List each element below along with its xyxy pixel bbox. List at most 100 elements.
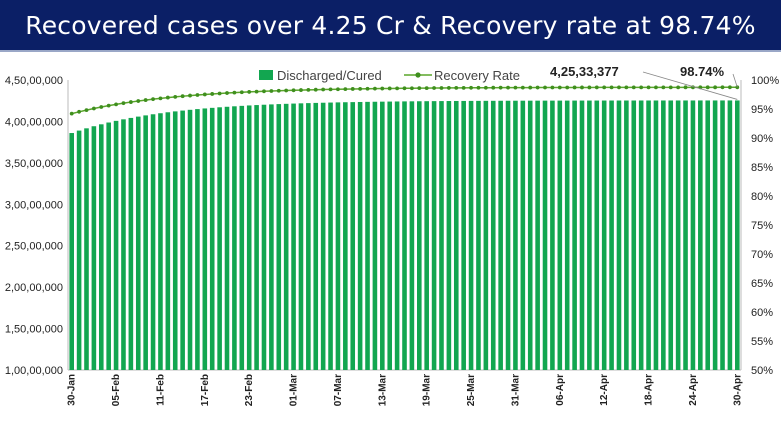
recovery-rate-point — [631, 85, 636, 90]
bar-discharged-cured — [76, 130, 82, 370]
recovery-rate-point — [84, 108, 89, 112]
x-tick-label: 19-Mar — [422, 374, 433, 406]
recovery-rate-point — [617, 85, 621, 90]
recovery-rate-point — [99, 105, 104, 109]
bar-discharged-cured — [675, 100, 681, 371]
x-tick-label: 07-Mar — [333, 374, 344, 406]
bar-discharged-cured — [476, 100, 481, 371]
bar-discharged-cured — [609, 100, 614, 370]
recovery-rate-point — [513, 85, 518, 90]
legend-swatch-marker — [415, 72, 421, 78]
bar-discharged-cured — [380, 101, 385, 371]
bar-discharged-cured — [69, 133, 74, 370]
recovery-rate-point — [587, 85, 592, 90]
bar-discharged-cured — [668, 100, 674, 370]
recovery-rate-point — [572, 85, 577, 90]
recovery-rate-point — [173, 94, 178, 99]
annotation-rate-value: 98.74% — [680, 64, 725, 79]
bar-discharged-cured — [291, 103, 296, 370]
recovery-rate-point — [136, 99, 141, 103]
recovery-rate-point — [520, 85, 525, 90]
bar-discharged-cured — [202, 108, 208, 370]
recovery-rate-point — [158, 96, 163, 101]
bar-discharged-cured — [84, 128, 89, 370]
bar-discharged-cured — [306, 103, 311, 370]
recovery-rate-point — [350, 87, 355, 91]
y-left-tick-label: 1,50,00,000 — [5, 324, 63, 336]
bar-discharged-cured — [431, 101, 437, 370]
bar-discharged-cured — [217, 107, 222, 370]
recovery-rate-point — [373, 86, 377, 91]
bar-discharged-cured — [357, 101, 363, 371]
recovery-rate-point — [121, 101, 126, 106]
bar-discharged-cured — [550, 100, 555, 370]
bar-discharged-cured — [483, 100, 489, 370]
bar-discharged-cured — [402, 101, 407, 370]
recovery-rate-point — [528, 85, 533, 90]
x-tick-label: 06-Apr — [555, 374, 566, 406]
recovery-rate-point — [254, 89, 259, 94]
x-tick-label: 17-Feb — [200, 374, 211, 406]
bar-discharged-cured — [564, 100, 570, 370]
bar-discharged-cured — [601, 100, 607, 370]
bar-discharged-cured — [394, 101, 400, 370]
bar-discharged-cured — [121, 119, 126, 370]
x-tick-label: 11-Feb — [155, 374, 166, 406]
bar-discharged-cured — [298, 103, 304, 370]
bar-discharged-cured — [624, 100, 629, 370]
recovery-rate-point — [210, 92, 215, 96]
bar-discharged-cured — [535, 100, 540, 371]
bar-discharged-cured — [698, 100, 703, 370]
recovery-rate-point — [602, 85, 607, 90]
recovery-rate-point — [321, 87, 326, 92]
recovery-rate-point — [646, 85, 651, 90]
bar-discharged-cured — [143, 115, 148, 370]
x-tick-label: 13-Mar — [377, 374, 388, 406]
y-right-tick-label: 100% — [751, 75, 779, 87]
recovery-rate-point — [262, 89, 266, 94]
recovery-rate-point — [114, 102, 118, 107]
y-right-tick-label: 60% — [751, 307, 773, 319]
recovery-rate-point — [91, 106, 96, 111]
recovery-rate-point — [594, 85, 599, 90]
page-title: Recovered cases over 4.25 Cr & Recovery … — [25, 10, 756, 40]
recovery-rate-point — [380, 86, 385, 91]
bar-discharged-cured — [527, 100, 533, 371]
y-right-tick-label: 55% — [751, 336, 773, 348]
bar-discharged-cured — [328, 102, 333, 371]
recovery-rate-point — [336, 87, 340, 92]
y-right-tick-label: 50% — [751, 365, 773, 377]
recovery-rate-point — [676, 85, 681, 90]
recovery-rate-point — [417, 86, 422, 91]
bar-discharged-cured — [409, 101, 415, 370]
recovery-rate-point — [432, 86, 436, 90]
annotation-leader-rate — [732, 73, 738, 88]
recovery-rate-point — [358, 86, 363, 91]
bar-discharged-cured — [513, 100, 518, 371]
bar-discharged-cured — [498, 100, 503, 370]
bar-discharged-cured — [594, 100, 600, 370]
recovery-rate-point — [550, 85, 555, 90]
recovery-rate-point — [217, 91, 222, 96]
bar-discharged-cured — [720, 100, 725, 370]
bar-discharged-cured — [638, 100, 644, 371]
bar-discharged-cured — [246, 105, 252, 370]
bar-discharged-cured — [158, 113, 163, 371]
y-left-tick-label: 3,50,00,000 — [5, 158, 63, 170]
y-left-tick-label: 4,00,00,000 — [5, 116, 63, 128]
recovery-rate-point — [232, 90, 237, 95]
recovery-rate-point — [424, 86, 429, 90]
bar-discharged-cured — [283, 103, 289, 370]
bar-discharged-cured — [335, 102, 341, 370]
recovery-rate-point — [365, 86, 370, 91]
bar-discharged-cured — [276, 104, 282, 370]
recovery-rate-point — [387, 86, 392, 91]
recovery-rate-point — [202, 92, 207, 97]
recovery-rate-point — [446, 86, 451, 90]
bar-discharged-cured — [209, 107, 215, 370]
bar-discharged-cured — [365, 101, 370, 371]
recovery-rate-point — [188, 93, 192, 98]
recovery-rate-point — [439, 86, 444, 90]
bar-discharged-cured — [350, 102, 356, 371]
recovery-rate-point — [151, 97, 155, 102]
